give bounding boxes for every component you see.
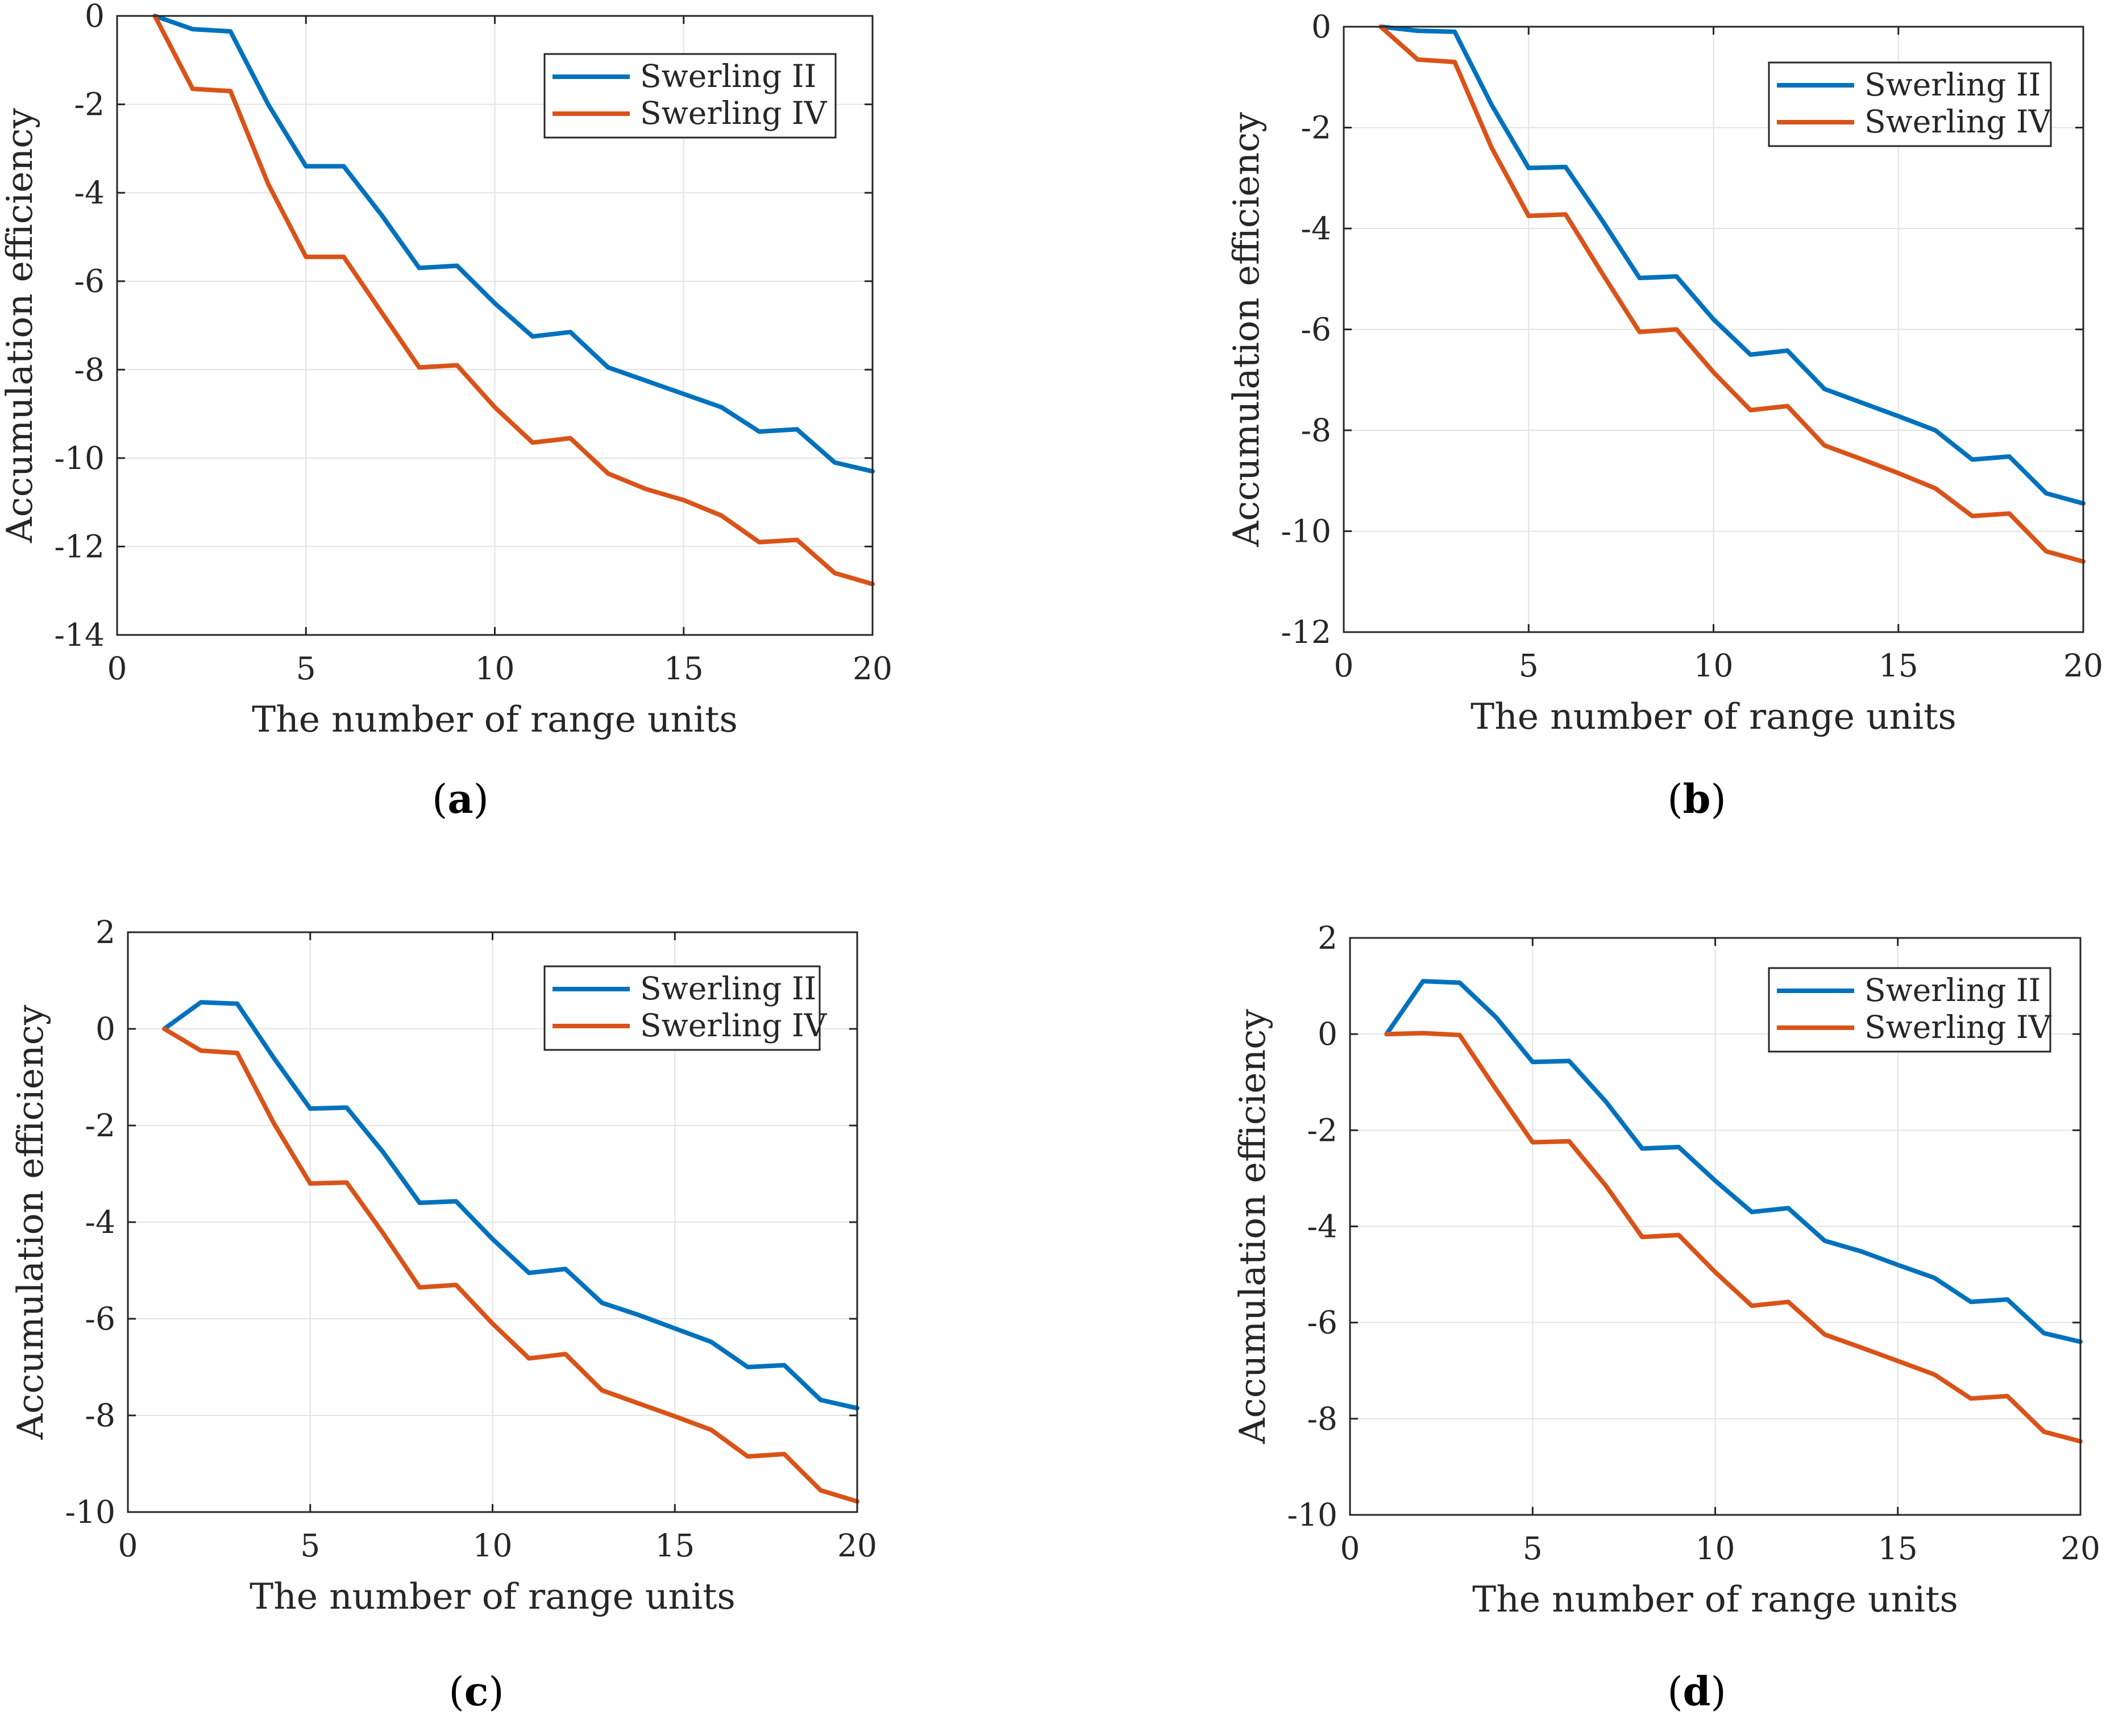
x-tick-label: 0 xyxy=(107,650,127,687)
y-tick-label: -10 xyxy=(65,1494,115,1530)
x-tick-label: 5 xyxy=(1519,647,1539,684)
y-tick-label: -2 xyxy=(1301,110,1331,146)
x-tick-label: 10 xyxy=(1694,647,1734,684)
x-tick-label: 5 xyxy=(296,650,316,687)
x-tick-label: 10 xyxy=(473,1527,513,1564)
y-tick-label: 0 xyxy=(1311,9,1331,45)
panel-caption: (d) xyxy=(1667,1668,1726,1715)
legend-box xyxy=(543,53,837,139)
legend-label: Swerling II xyxy=(1864,67,2041,103)
legend-label: Swerling IV xyxy=(640,1007,828,1044)
y-tick-label: -10 xyxy=(1287,1497,1337,1533)
series-line-swerling-ii xyxy=(162,1000,859,1411)
series-line-swerling-ii xyxy=(1384,979,2083,1344)
x-axis-label: The number of range units xyxy=(252,699,738,740)
y-tick-label: -4 xyxy=(85,1204,115,1240)
y-tick-label: -2 xyxy=(74,86,105,123)
y-tick-label: -12 xyxy=(1281,614,1331,650)
legend-label: Swerling II xyxy=(640,970,816,1007)
chart-panel-a: 0 5 10 15 20 -14 -12 -10 -8 -6 -4 -2 0 The number of … xyxy=(0,0,892,823)
y-tick-label: -12 xyxy=(54,528,105,564)
y-tick-label: -14 xyxy=(54,617,105,653)
legend-box xyxy=(543,965,821,1051)
x-tick-label: 10 xyxy=(475,650,515,687)
y-tick-label: -4 xyxy=(74,175,105,211)
y-tick-label: -8 xyxy=(1301,412,1331,448)
y-tick-label: 0 xyxy=(95,1011,115,1047)
panel-caption: (c) xyxy=(448,1668,504,1715)
x-tick-label: 20 xyxy=(2061,1530,2100,1567)
x-axis-label: The number of range units xyxy=(1471,696,1957,737)
legend-label: Swerling IV xyxy=(640,95,828,131)
x-tick-label: 15 xyxy=(1879,647,1918,684)
x-tick-label: 15 xyxy=(664,650,704,687)
x-axis-label: The number of range units xyxy=(1472,1579,1958,1620)
y-axis-label: Accumulation efficiency xyxy=(1226,112,1267,547)
y-tick-label: 2 xyxy=(95,914,115,950)
y-tick-label: -4 xyxy=(1307,1208,1337,1245)
x-tick-label: 0 xyxy=(1340,1530,1360,1567)
chart-panel-c: 0 5 10 15 20 -10 -8 -6 -4 -2 0 2 The number of range… xyxy=(10,914,877,1715)
legend-box xyxy=(1768,967,2051,1053)
y-tick-label: 2 xyxy=(1318,920,1337,956)
y-tick-label: -6 xyxy=(1301,312,1331,348)
y-tick-label: -4 xyxy=(1301,210,1331,247)
x-tick-label: 20 xyxy=(837,1527,877,1564)
panel-caption: (b) xyxy=(1667,775,1726,823)
x-tick-label: 20 xyxy=(853,650,892,687)
y-tick-label: -6 xyxy=(1307,1305,1337,1341)
y-tick-label: -10 xyxy=(54,440,105,476)
y-tick-label: -2 xyxy=(1307,1112,1337,1148)
x-tick-label: 15 xyxy=(1878,1530,1918,1567)
x-tick-label: 15 xyxy=(655,1527,695,1564)
y-tick-label: -8 xyxy=(1307,1401,1337,1437)
chart-panel-d: 0 5 10 15 20 -10 -8 -6 -4 -2 0 2 The number of range… xyxy=(1232,920,2100,1715)
series-line-swerling-ii xyxy=(1378,24,2086,506)
series-line-swerling-iv xyxy=(1384,1031,2083,1444)
x-tick-label: 5 xyxy=(1523,1530,1543,1567)
chart-panel-b: 0 5 10 15 20 -12 -10 -8 -6 -4 -2 0 The number of ran… xyxy=(1226,9,2103,823)
x-tick-label: 0 xyxy=(118,1527,138,1564)
y-tick-label: -10 xyxy=(1281,513,1331,550)
x-axis-label: The number of range units xyxy=(250,1576,736,1617)
series-line-swerling-ii xyxy=(152,14,875,474)
legend-label: Swerling IV xyxy=(1864,1009,2052,1045)
y-tick-label: -6 xyxy=(85,1301,115,1337)
y-tick-label: -8 xyxy=(85,1397,115,1434)
legend-label: Swerling II xyxy=(640,58,816,94)
y-tick-label: 0 xyxy=(1318,1016,1337,1052)
panel-caption: (a) xyxy=(432,775,489,823)
y-tick-label: 0 xyxy=(85,0,105,34)
legend-label: Swerling IV xyxy=(1864,103,2052,140)
x-tick-label: 10 xyxy=(1696,1530,1735,1567)
y-tick-label: -2 xyxy=(85,1107,115,1144)
series-line-swerling-iv xyxy=(152,14,875,587)
y-axis-label: Accumulation efficiency xyxy=(0,108,40,543)
y-axis-label: Accumulation efficiency xyxy=(10,1004,51,1440)
y-tick-label: -8 xyxy=(74,351,105,388)
y-axis-label: Accumulation efficiency xyxy=(1232,1009,1273,1444)
x-tick-label: 5 xyxy=(300,1527,320,1564)
series-line-swerling-iv xyxy=(162,1027,859,1504)
x-tick-label: 0 xyxy=(1334,647,1354,684)
legend-box xyxy=(1768,61,2052,147)
x-tick-label: 20 xyxy=(2063,647,2103,684)
legend-label: Swerling II xyxy=(1864,972,2041,1008)
series-line-swerling-iv xyxy=(1378,24,2086,564)
y-tick-label: -6 xyxy=(74,263,105,300)
